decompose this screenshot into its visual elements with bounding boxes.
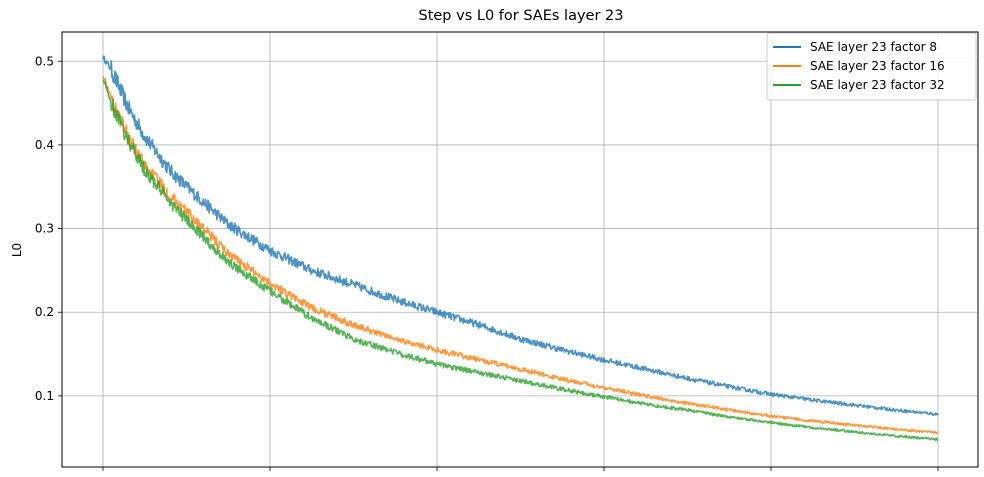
x-axis-ticks <box>102 467 939 471</box>
legend: SAE layer 23 factor 8 SAE layer 23 factor… <box>766 32 977 101</box>
y-tick-label: 0.1 <box>35 389 54 403</box>
chart-title: Step vs L0 for SAEs layer 23 <box>419 8 624 24</box>
y-tick-label: 0.2 <box>35 305 54 319</box>
series-line-3 <box>102 79 939 442</box>
y-axis-ticks: 0.1 0.2 0.3 0.4 0.5 <box>35 54 62 403</box>
legend-label: SAE layer 23 factor 32 <box>810 78 945 92</box>
y-axis-label: L0 <box>10 243 24 257</box>
y-tick-label: 0.3 <box>35 222 54 236</box>
series-line-1 <box>102 55 939 416</box>
legend-box <box>766 32 977 101</box>
y-tick-label: 0.5 <box>35 54 54 68</box>
legend-label: SAE layer 23 factor 16 <box>810 59 945 73</box>
y-tick-label: 0.4 <box>35 138 54 152</box>
plot-frame <box>61 31 979 468</box>
series-line-2 <box>102 75 939 435</box>
series-layer <box>102 55 939 442</box>
legend-label: SAE layer 23 factor 8 <box>810 40 937 54</box>
